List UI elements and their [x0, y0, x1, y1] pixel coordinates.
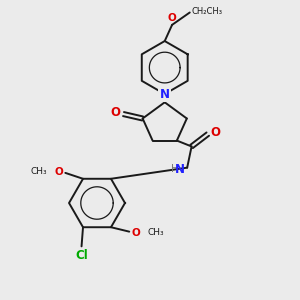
Text: N: N: [160, 88, 170, 101]
Text: O: O: [131, 228, 140, 238]
Text: O: O: [210, 126, 220, 139]
Text: H: H: [171, 164, 179, 174]
Text: CH₃: CH₃: [31, 167, 47, 176]
Text: CH₃: CH₃: [148, 228, 164, 237]
Text: O: O: [110, 106, 120, 119]
Text: N: N: [175, 163, 185, 176]
Text: Cl: Cl: [75, 249, 88, 262]
Text: CH₂CH₃: CH₂CH₃: [191, 7, 222, 16]
Text: O: O: [55, 167, 64, 177]
Text: O: O: [168, 13, 176, 22]
